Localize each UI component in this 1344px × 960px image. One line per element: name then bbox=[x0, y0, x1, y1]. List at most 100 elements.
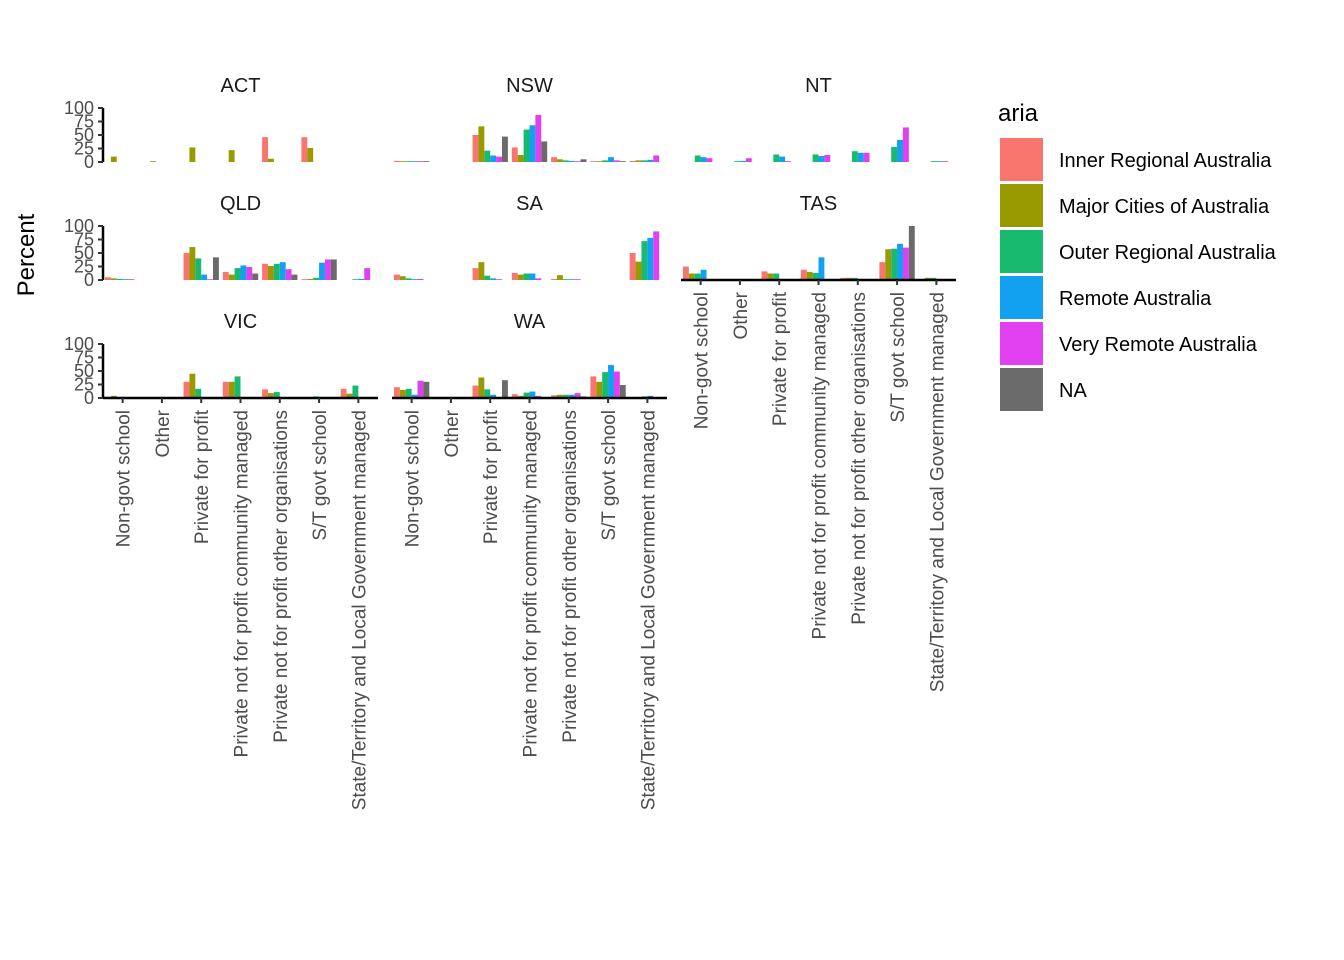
y-tick-label: 75 bbox=[74, 230, 94, 250]
y-axis-title: Percent bbox=[13, 213, 40, 296]
bar-qld-private-not-for-profit-other-organisations-major-cities-of-australia bbox=[268, 265, 274, 280]
bar-nt-private-not-for-profit-other-organisations-very-remote-australia bbox=[863, 152, 870, 162]
bar-vic-private-for-profit-outer-regional-australia bbox=[195, 388, 202, 398]
bar-wa-private-not-for-profit-community-managed-inner-regional-australia bbox=[511, 394, 518, 398]
bars-sa bbox=[393, 231, 660, 280]
bar-qld-non-govt-school-remote-australia bbox=[122, 279, 129, 280]
y-tick-label: 75 bbox=[74, 112, 94, 132]
bar-sa-private-not-for-profit-other-organisations-major-cities-of-australia bbox=[557, 275, 563, 280]
bar-act-private-not-for-profit-community-managed-major-cities-of-australia bbox=[228, 150, 235, 162]
bars-qld bbox=[104, 247, 371, 280]
y-tick-label: 50 bbox=[74, 243, 94, 263]
bar-nt-private-for-profit-remote-australia bbox=[779, 156, 786, 162]
bar-tas-s-t-govt-school-remote-australia bbox=[897, 243, 903, 280]
bar-nt-private-for-profit-very-remote-australia bbox=[785, 161, 791, 162]
bar-qld-state-territory-and-local-government-managed-very-remote-australia bbox=[364, 268, 371, 280]
bar-nsw-state-territory-and-local-government-managed-inner-regional-australia bbox=[629, 160, 636, 162]
bar-nt-other-very-remote-australia bbox=[745, 158, 752, 162]
bar-act-private-for-profit-major-cities-of-australia bbox=[189, 147, 196, 162]
bar-nt-private-for-profit-outer-regional-australia bbox=[773, 154, 780, 162]
bar-nsw-private-not-for-profit-other-organisations-outer-regional-australia bbox=[562, 160, 569, 162]
bar-wa-s-t-govt-school-major-cities-of-australia bbox=[596, 381, 603, 398]
bar-qld-non-govt-school-inner-regional-australia bbox=[104, 277, 111, 280]
bar-vic-private-for-profit-major-cities-of-australia bbox=[189, 373, 196, 398]
bar-tas-s-t-govt-school-inner-regional-australia bbox=[879, 262, 886, 280]
bar-tas-non-govt-school-major-cities-of-australia bbox=[688, 273, 695, 280]
bar-qld-private-not-for-profit-other-organisations-outer-regional-australia bbox=[273, 263, 280, 280]
bar-nt-s-t-govt-school-outer-regional-australia bbox=[891, 146, 898, 162]
bar-qld-s-t-govt-school-remote-australia bbox=[319, 262, 325, 280]
panel-nsw: NSW bbox=[393, 75, 660, 162]
y-tick-label: 100 bbox=[64, 98, 94, 118]
legend-label: Major Cities of Australia bbox=[1059, 196, 1270, 218]
bar-wa-private-for-profit-remote-australia bbox=[490, 394, 497, 398]
bar-wa-non-govt-school-na bbox=[423, 381, 430, 398]
bar-sa-state-territory-and-local-government-managed-very-remote-australia bbox=[653, 231, 660, 280]
bar-nsw-s-t-govt-school-very-remote-australia bbox=[613, 160, 620, 162]
bar-act-non-govt-school-major-cities-of-australia bbox=[110, 156, 117, 162]
x-tick-label: Private not for profit community managed bbox=[232, 410, 253, 757]
x-tick-label: Private not for profit other organisatio… bbox=[560, 410, 581, 743]
bar-sa-private-for-profit-inner-regional-australia bbox=[472, 268, 479, 280]
bar-tas-s-t-govt-school-major-cities-of-australia bbox=[885, 249, 892, 280]
x-tick-label: Other bbox=[442, 409, 463, 457]
y-tick-label: 25 bbox=[74, 139, 94, 159]
bar-vic-private-not-for-profit-community-managed-major-cities-of-australia bbox=[228, 381, 235, 398]
bar-sa-non-govt-school-outer-regional-australia bbox=[405, 278, 412, 280]
x-tick-label: Private for profit bbox=[192, 409, 213, 544]
panel-title-act: ACT bbox=[221, 75, 261, 97]
legend-item-na: NA bbox=[1000, 368, 1087, 411]
bar-nsw-private-for-profit-very-remote-australia bbox=[496, 156, 502, 162]
bar-nt-other-remote-australia bbox=[739, 160, 746, 162]
bar-vic-private-not-for-profit-other-organisations-inner-regional-australia bbox=[262, 389, 268, 398]
x-axis-vic: Non-govt school Other Private for profit Pr… bbox=[103, 396, 378, 810]
bar-vic-private-not-for-profit-community-managed-inner-regional-australia bbox=[222, 381, 229, 398]
bar-wa-private-not-for-profit-community-managed-remote-australia bbox=[529, 391, 536, 398]
bar-tas-non-govt-school-outer-regional-australia bbox=[694, 273, 701, 280]
bar-tas-private-not-for-profit-community-managed-remote-australia bbox=[818, 257, 825, 280]
bar-nsw-private-for-profit-na bbox=[502, 136, 508, 162]
bar-nt-state-territory-and-local-government-managed-outer-regional-australia bbox=[930, 161, 937, 162]
bar-qld-private-for-profit-major-cities-of-australia bbox=[189, 247, 196, 280]
bar-act-other-major-cities-of-australia bbox=[150, 161, 157, 162]
bar-nsw-private-not-for-profit-other-organisations-inner-regional-australia bbox=[551, 157, 557, 162]
x-tick-label: Other bbox=[731, 291, 752, 339]
bar-act-s-t-govt-school-major-cities-of-australia bbox=[307, 147, 314, 162]
x-tick-label: Non-govt school bbox=[403, 410, 424, 547]
bar-nsw-non-govt-school-outer-regional-australia bbox=[405, 161, 412, 162]
bar-tas-private-for-profit-inner-regional-australia bbox=[761, 271, 768, 280]
bar-vic-private-not-for-profit-community-managed-outer-regional-australia bbox=[234, 376, 241, 398]
y-tick-label: 0 bbox=[84, 152, 94, 172]
bar-nsw-private-for-profit-inner-regional-australia bbox=[472, 135, 479, 162]
bar-vic-private-not-for-profit-other-organisations-outer-regional-australia bbox=[273, 392, 280, 398]
bar-nsw-non-govt-school-major-cities-of-australia bbox=[399, 161, 406, 162]
panel-title-sa: SA bbox=[516, 193, 543, 215]
bar-sa-private-not-for-profit-community-managed-outer-regional-australia bbox=[523, 273, 530, 280]
x-tick-label: S/T govt school bbox=[310, 410, 331, 541]
legend-item-very-remote-australia: Very Remote Australia bbox=[1000, 322, 1258, 365]
bar-tas-private-not-for-profit-community-managed-outer-regional-australia bbox=[812, 272, 819, 280]
bar-nsw-non-govt-school-very-remote-australia bbox=[417, 161, 424, 162]
bar-sa-state-territory-and-local-government-managed-remote-australia bbox=[647, 237, 654, 280]
bar-nsw-state-territory-and-local-government-managed-remote-australia bbox=[647, 159, 654, 162]
x-tick-label: S/T govt school bbox=[599, 410, 620, 541]
bar-nsw-s-t-govt-school-na bbox=[619, 161, 626, 162]
bar-nsw-private-not-for-profit-other-organisations-remote-australia bbox=[568, 160, 575, 162]
bars-nt bbox=[694, 127, 949, 162]
bar-nsw-private-not-for-profit-community-managed-inner-regional-australia bbox=[511, 147, 518, 162]
legend: aria Inner Regional Australia Major Citie… bbox=[998, 100, 1277, 411]
bar-nsw-private-not-for-profit-other-organisations-very-remote-australia bbox=[574, 161, 581, 162]
bar-wa-s-t-govt-school-na bbox=[619, 385, 626, 398]
bar-nt-private-not-for-profit-other-organisations-outer-regional-australia bbox=[851, 151, 858, 162]
bar-nsw-private-for-profit-major-cities-of-australia bbox=[478, 126, 485, 162]
bar-tas-s-t-govt-school-na bbox=[908, 226, 915, 280]
x-tick-label: Private not for profit other organisatio… bbox=[271, 410, 292, 743]
bar-qld-state-territory-and-local-government-managed-outer-regional-australia bbox=[352, 279, 359, 280]
bar-sa-state-territory-and-local-government-managed-major-cities-of-australia bbox=[635, 261, 642, 280]
bar-nsw-s-t-govt-school-inner-regional-australia bbox=[590, 161, 597, 162]
bar-tas-private-not-for-profit-community-managed-major-cities-of-australia bbox=[806, 271, 813, 280]
